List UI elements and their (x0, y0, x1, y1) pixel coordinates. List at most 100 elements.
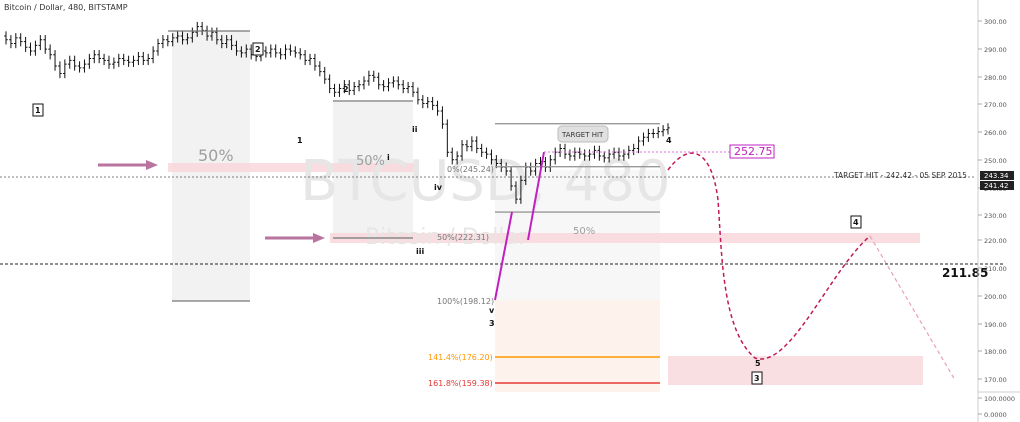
target-impulse-line (527, 151, 545, 241)
candle (401, 80, 405, 94)
wave-label: 3 (754, 374, 760, 383)
candle (568, 149, 572, 161)
candle (116, 53, 121, 67)
candle (215, 27, 219, 45)
candle (156, 38, 160, 56)
target-hit-line-label: TARGET HIT - 242.42 - 05 SEP 2015 (833, 171, 967, 180)
wave-label: 1 (297, 136, 303, 145)
candle (121, 53, 126, 66)
candle (651, 128, 656, 139)
candle (474, 136, 479, 154)
candle (175, 31, 180, 43)
price-label-2: 241.42 (984, 182, 1009, 190)
price-tick-label: 300.00 (984, 18, 1007, 26)
candle (229, 35, 234, 51)
candle (200, 21, 204, 36)
fib-141-label: 141.4%(176.20) (428, 353, 493, 362)
candle (18, 33, 23, 47)
price-tick-label: 210.00 (984, 265, 1007, 273)
candle (470, 136, 474, 152)
candle (337, 83, 342, 97)
candle (72, 55, 77, 71)
candle (347, 80, 352, 96)
candle (273, 44, 278, 58)
candle (185, 33, 190, 45)
candle (151, 46, 155, 64)
candle (440, 106, 445, 129)
zone-50-label-c: 50% (573, 226, 595, 237)
candle (190, 27, 195, 43)
candle (612, 147, 616, 159)
zone-50-label-b: 50% (356, 154, 385, 169)
candle (411, 81, 415, 97)
wave-label: 3 (489, 319, 495, 328)
candle (489, 149, 494, 165)
candle (641, 132, 646, 146)
candle (465, 140, 469, 152)
candle (53, 50, 57, 71)
candle (239, 46, 244, 58)
candle (38, 35, 43, 51)
candle (509, 166, 513, 191)
candle (636, 136, 641, 154)
candle (416, 87, 420, 105)
candle (367, 70, 371, 86)
candle (322, 66, 327, 84)
candle (646, 128, 651, 142)
arrow-2-head (313, 233, 325, 243)
candle (631, 143, 636, 156)
candle (577, 147, 582, 159)
price-label-1: 243.34 (984, 172, 1009, 180)
candle (269, 44, 273, 58)
chart-title: Bitcoin / Dollar, 480, BITSTAMP (4, 3, 128, 12)
candle (244, 44, 249, 58)
candle (425, 96, 430, 109)
wave-label: 4 (666, 136, 672, 145)
candle (205, 25, 209, 41)
candle (87, 53, 92, 69)
candle (396, 76, 401, 90)
candle (602, 151, 607, 163)
wave-label-box (751, 371, 763, 385)
candle (391, 76, 396, 88)
candle (313, 53, 317, 71)
candle (450, 147, 455, 165)
candle (264, 46, 268, 58)
price-label-2-bg (980, 181, 1014, 190)
wave-label-box (32, 103, 44, 117)
fib-50-label: 50%(222.31) (437, 233, 489, 242)
candle (33, 40, 38, 56)
support-level-label: 211.85 (942, 266, 988, 280)
candle (102, 53, 106, 66)
target-zone-band-a (168, 163, 418, 172)
candle (293, 46, 298, 58)
candle (97, 50, 101, 64)
target-hit-bubble (557, 125, 609, 143)
candle (180, 31, 185, 45)
target-hit-bubble-text: TARGET HIT (561, 131, 604, 139)
candle (4, 31, 8, 45)
candle (435, 100, 440, 116)
candle (558, 143, 562, 157)
price-label-1-bg (980, 171, 1014, 180)
candle (371, 70, 376, 82)
candle (479, 143, 484, 157)
candle (288, 44, 293, 56)
candle (587, 149, 592, 161)
fib-0-label: 0%(245.24) (447, 165, 494, 174)
fib-100-label: 100%(198.12) (437, 297, 494, 306)
fib-zone-lower (495, 300, 660, 392)
candle (430, 96, 435, 111)
candle (141, 51, 146, 66)
candle (455, 151, 459, 165)
candle (63, 59, 67, 79)
candle (519, 175, 523, 204)
wave-label: i (387, 153, 390, 162)
price-tick-label: 0.0000 (984, 411, 1007, 419)
candle (661, 125, 665, 137)
candle (210, 27, 214, 41)
candle (112, 57, 116, 69)
candle (136, 51, 141, 66)
candle (23, 36, 28, 52)
